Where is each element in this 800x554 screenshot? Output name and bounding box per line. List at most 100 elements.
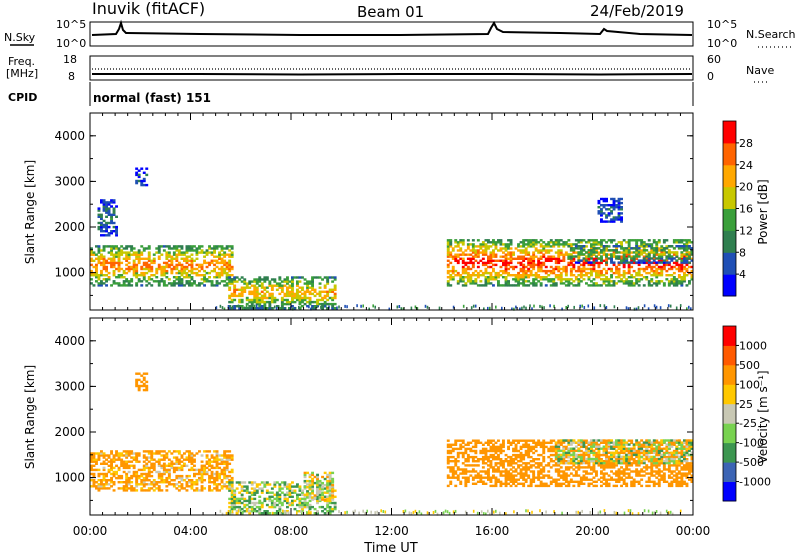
velocity-echo-cell (152, 483, 156, 486)
power-echo-cell (642, 257, 646, 260)
velocity-echo-cell (195, 468, 199, 472)
velocity-echo-cell (177, 450, 181, 453)
velocity-echo-cell (532, 447, 536, 451)
power-echo-cell (298, 302, 302, 306)
power-echo-cell (402, 307, 405, 311)
power-echo-cell (592, 282, 596, 285)
power-echo-cell (115, 247, 118, 250)
velocity-echo-cell (487, 458, 490, 461)
power-echo-cell (627, 245, 631, 248)
velocity-echo-cell (577, 482, 581, 485)
velocity-echo-cell (180, 466, 184, 470)
power-echo-cell (472, 304, 475, 308)
velocity-echo-cell (557, 439, 561, 442)
power-echo-cell (514, 265, 518, 269)
velocity-echo-cell (255, 485, 259, 488)
power-echo-cell (175, 253, 179, 256)
velocity-echo-cell (544, 445, 548, 449)
power-echo-cell (112, 230, 116, 233)
power-echo-cell (547, 241, 551, 244)
velocity-echo-cell (534, 458, 538, 461)
velocity-echo-cell (617, 470, 621, 473)
power-echo-cell (635, 239, 639, 242)
velocity-echo-cell (306, 492, 309, 495)
power-echo-cell (670, 255, 674, 258)
velocity-echo-cell (147, 460, 151, 463)
power-echo-cell (519, 263, 523, 267)
velocity-echo-cell (90, 454, 93, 457)
velocity-echo-cell (522, 455, 526, 459)
power-echo-cell (587, 253, 591, 256)
power-echo-cell (446, 243, 450, 246)
velocity-echo-cell (120, 474, 124, 478)
power-echo-cell (672, 265, 676, 269)
velocity-echo-cell (228, 481, 232, 484)
velocity-echo-cell (125, 456, 129, 459)
velocity-echo-cell (602, 466, 606, 469)
power-echo-cell (595, 261, 598, 265)
power-echo-cell (572, 249, 576, 252)
velocity-echo-cell (125, 479, 129, 482)
power-echo-cell (286, 278, 289, 281)
power-echo-cell (590, 251, 593, 254)
velocity-echo-cell (554, 468, 558, 471)
velocity-echo-cell (223, 452, 227, 455)
power-echo-cell (559, 276, 563, 279)
power-echo-cell (125, 255, 129, 258)
power-echo-cell (323, 290, 327, 293)
power-echo-cell (539, 278, 543, 281)
power-echo-cell (316, 305, 318, 309)
power-echo-cell (610, 241, 613, 244)
power-echo-cell (132, 274, 136, 277)
velocity-echo-cell (544, 474, 548, 477)
power-echo-cell (642, 251, 646, 254)
power-echo-cell (617, 280, 621, 283)
power-echo-cell (105, 205, 108, 208)
power-echo-cell (230, 280, 234, 283)
velocity-echo-cell (316, 479, 319, 483)
velocity-echo-cell (225, 454, 229, 457)
power-echo-cell (577, 261, 581, 264)
velocity-echo-cell (137, 452, 141, 455)
velocity-echo-cell (544, 482, 548, 485)
velocity-echo-cell (630, 480, 634, 483)
velocity-echo-cell (225, 456, 229, 459)
velocity-echo-cell (620, 484, 623, 488)
power-echo-cell (592, 245, 596, 248)
power-echo-cell (107, 203, 111, 206)
velocity-echo-cell (557, 472, 561, 475)
power-echo-cell (625, 257, 629, 260)
power-echo-cell (150, 284, 154, 287)
velocity-echo-cell (597, 464, 601, 467)
power-echo-cell (590, 274, 593, 277)
power-echo-cell (117, 274, 121, 277)
power-echo-cell (534, 249, 538, 252)
power-echo-cell (590, 261, 593, 264)
power-echo-cell (600, 220, 603, 223)
velocity-echo-cell (100, 485, 103, 488)
velocity-echo-cell (481, 462, 485, 465)
velocity-echo-cell (552, 460, 556, 463)
velocity-echo-cell (640, 470, 644, 473)
power-echo-cell (519, 249, 523, 252)
velocity-echo-cell (278, 487, 282, 490)
velocity-echo-cell (127, 487, 131, 490)
velocity-echo-cell (316, 492, 319, 495)
power-echo-cell (140, 284, 144, 287)
power-echo-cell (253, 278, 257, 281)
power-echo-cell (213, 276, 216, 279)
velocity-echo-cell (476, 458, 480, 461)
velocity-echo-cell (230, 485, 234, 488)
power-echo-cell (492, 269, 495, 273)
power-echo-cell (627, 261, 631, 264)
power-echo-cell (617, 216, 621, 219)
power-echo-cell (539, 282, 543, 285)
velocity-echo-cell (569, 466, 573, 469)
power-echo-cell (228, 305, 232, 308)
velocity-echo-cell (597, 458, 601, 461)
velocity-echo-cell (481, 458, 485, 461)
velocity-echo-cell (554, 451, 558, 455)
power-echo-cell (449, 245, 453, 248)
velocity-echo-cell (605, 460, 608, 463)
velocity-echo-cell (326, 486, 330, 489)
